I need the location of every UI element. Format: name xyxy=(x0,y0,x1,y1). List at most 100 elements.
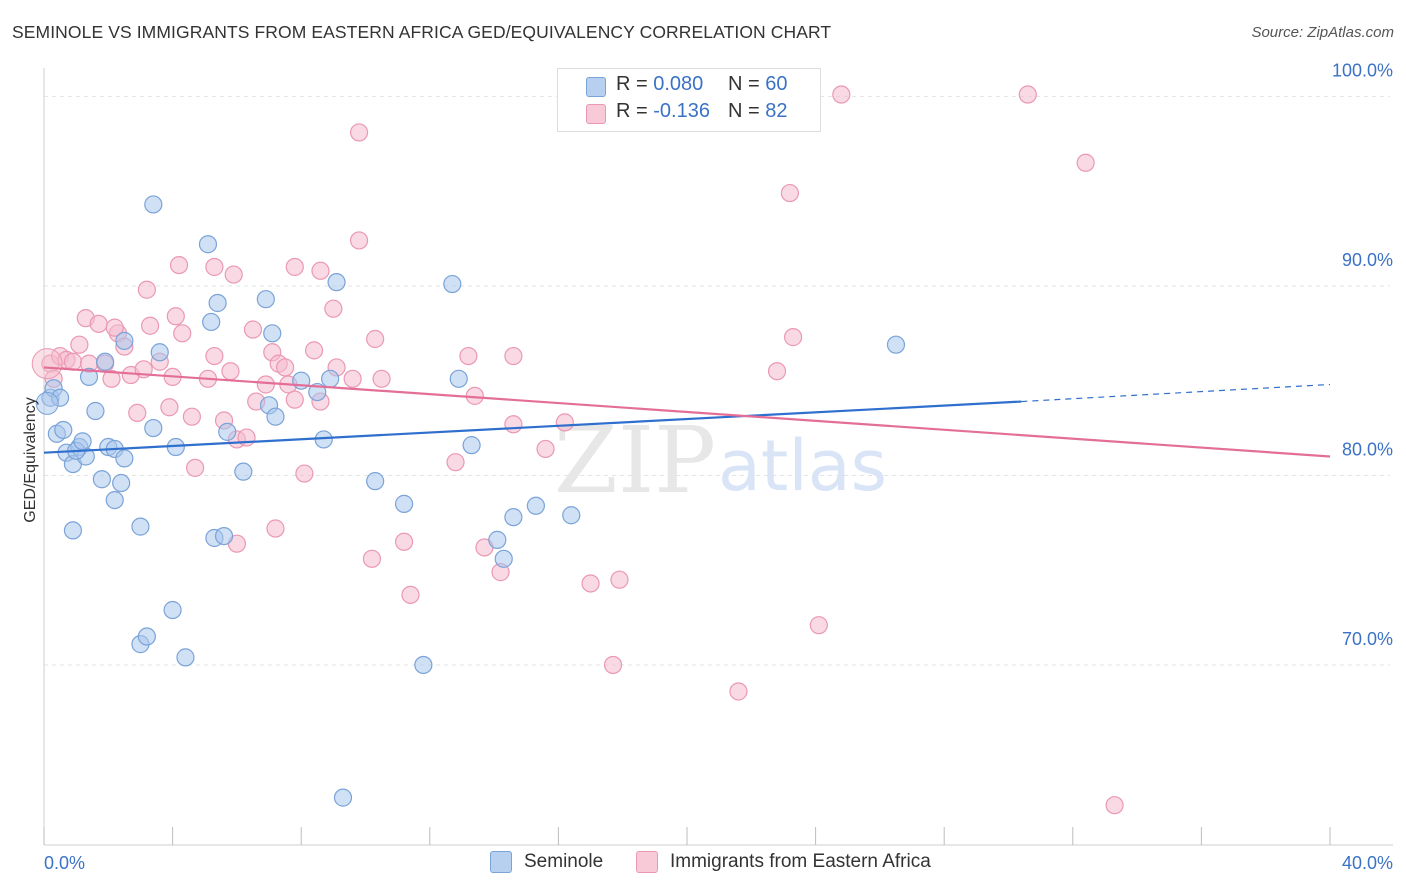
eastafrica-point xyxy=(166,307,185,326)
eastafrica-point xyxy=(137,280,156,299)
seminole-point xyxy=(112,473,131,493)
seminole-point xyxy=(886,335,906,354)
eastafrica-point xyxy=(1076,153,1095,172)
eastafrica-point xyxy=(366,329,385,349)
eastafrica-point xyxy=(372,369,391,388)
eastafrica-point xyxy=(504,415,523,434)
eastafrica-point xyxy=(304,341,324,360)
eastafrica-point xyxy=(224,265,243,284)
seminole-point xyxy=(494,549,513,568)
watermark-atlas: atlas xyxy=(718,425,887,507)
eastafrica-legend-swatch xyxy=(636,851,658,873)
seminole-point xyxy=(256,290,275,309)
eastafrica-point xyxy=(221,362,240,381)
eastafrica-point xyxy=(295,464,314,483)
y-tick-label: 80.0% xyxy=(1342,439,1393,459)
eastafrica-point xyxy=(729,682,748,701)
legend-item-eastafrica: Immigrants from Eastern Africa xyxy=(636,851,931,873)
seminole-point xyxy=(144,195,163,214)
chart-title: SEMINOLE VS IMMIGRANTS FROM EASTERN AFRI… xyxy=(12,22,832,42)
seminole-point xyxy=(263,324,282,343)
seminole-point xyxy=(208,293,227,313)
seminole-point xyxy=(144,418,163,438)
legend-r-eastafrica: R = -0.136 xyxy=(616,100,710,122)
axes-layer xyxy=(43,68,1393,846)
seminole-point xyxy=(163,600,182,620)
y-tick-label: 70.0% xyxy=(1342,629,1393,649)
eastafrica-point xyxy=(446,453,465,472)
eastafrica-point xyxy=(243,320,263,339)
seminole-point xyxy=(35,391,59,415)
eastafrica-point xyxy=(205,346,224,366)
seminole-point xyxy=(327,273,346,292)
seminole-swatch xyxy=(586,77,606,97)
seminole-point xyxy=(449,369,468,388)
eastafrica-point xyxy=(394,532,414,551)
tick-labels: 70.0% 80.0% 90.0% 100.0% 0.0% 40.0% xyxy=(44,60,1393,873)
eastafrica-point xyxy=(173,324,192,343)
seminole-trend-extension xyxy=(1021,383,1331,403)
legend-r-seminole: R = 0.080 xyxy=(616,73,704,95)
seminole-point xyxy=(443,274,462,294)
eastafrica-point xyxy=(343,369,362,388)
watermark-zip: ZIP xyxy=(554,407,716,514)
eastafrica-point xyxy=(536,439,555,459)
seminole-point xyxy=(321,369,340,388)
eastafrica-point xyxy=(401,585,420,604)
eastafrica-point xyxy=(256,375,275,394)
eastafrica-point xyxy=(105,318,124,337)
eastafrica-point xyxy=(63,352,83,371)
seminole-point xyxy=(79,367,99,387)
eastafrica-point xyxy=(610,570,629,589)
seminole-point xyxy=(73,432,92,451)
eastafrica-point xyxy=(70,335,89,354)
seminole-point xyxy=(63,521,83,540)
eastafrica-point xyxy=(349,123,369,142)
seminole-point xyxy=(92,470,111,489)
grid-layer xyxy=(44,95,1390,666)
seminole-point xyxy=(105,490,124,510)
eastafrica-point xyxy=(266,519,285,538)
eastafrica-point xyxy=(832,85,851,104)
legend-row-eastafrica: R = -0.136 N = 82 xyxy=(558,100,820,126)
seminole-point xyxy=(176,648,195,667)
eastafrica-trend-line xyxy=(43,366,1331,458)
legend-n-eastafrica: N = 82 xyxy=(728,100,788,122)
seminole-point xyxy=(202,312,221,332)
eastafrica-point xyxy=(767,362,787,381)
eastafrica-point xyxy=(128,403,147,423)
seminole-point xyxy=(308,382,327,402)
series-legend: Seminole Immigrants from Eastern Africa xyxy=(0,851,1406,877)
seminole-point xyxy=(504,508,523,527)
seminole-point xyxy=(95,352,115,371)
seminole-point xyxy=(333,788,353,807)
eastafrica-point xyxy=(783,328,803,347)
seminole-point xyxy=(266,407,285,426)
seminole-point xyxy=(214,526,234,546)
eastafrica-point xyxy=(603,655,623,675)
seminole-point xyxy=(198,235,218,254)
seminole-point xyxy=(234,462,253,481)
eastafrica-point xyxy=(1018,85,1037,104)
eastafrica-point xyxy=(311,261,330,280)
eastafrica-point xyxy=(140,316,160,335)
seminole-point xyxy=(54,420,73,440)
eastafrica-point xyxy=(555,413,574,432)
legend-n-seminole: N = 60 xyxy=(728,73,788,95)
eastafrica-point xyxy=(504,346,523,366)
eastafrica-point xyxy=(780,183,799,203)
y-tick-label: 90.0% xyxy=(1342,250,1393,270)
seminole-point xyxy=(131,517,150,536)
eastafrica-point xyxy=(362,549,382,568)
eastafrica-point xyxy=(182,407,201,426)
seminole-point xyxy=(218,422,237,441)
legend-row-seminole: R = 0.080 N = 60 xyxy=(558,73,820,99)
eastafrica-point xyxy=(89,314,108,333)
eastafrica-legend-label: Immigrants from Eastern Africa xyxy=(670,851,931,872)
eastafrica-point xyxy=(809,616,828,635)
trend-layer xyxy=(43,366,1331,458)
eastafrica-point xyxy=(1105,796,1124,815)
seminole-legend-label: Seminole xyxy=(524,851,604,872)
eastafrica-point xyxy=(31,348,63,380)
seminole-point xyxy=(562,506,581,525)
